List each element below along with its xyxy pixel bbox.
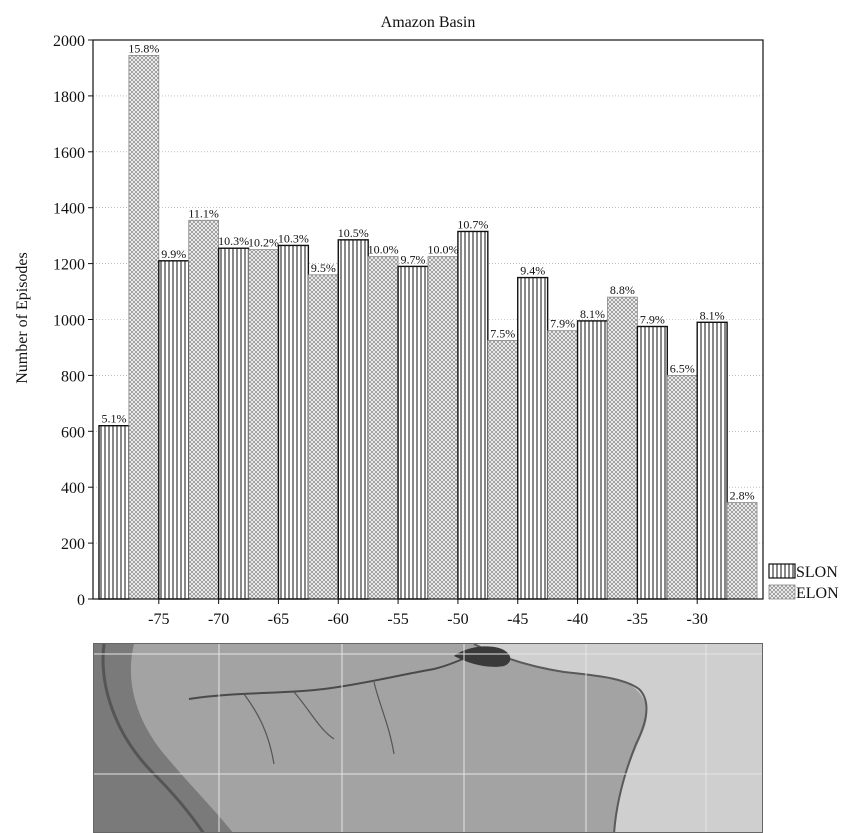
x-tick-label: -50 — [447, 611, 468, 628]
relief-map-image — [94, 644, 762, 832]
bar-elon — [666, 374, 698, 600]
x-tick-label: -30 — [687, 611, 708, 628]
relief-map — [93, 643, 763, 833]
bar-slon — [98, 425, 130, 600]
y-tick-label: 400 — [61, 480, 85, 497]
data-label-slon: 8.1% — [580, 307, 605, 321]
bar-slon — [158, 260, 190, 600]
data-label-elon: 11.1% — [188, 206, 219, 220]
x-tick-label: -40 — [567, 611, 588, 628]
legend-label-slon: SLON — [796, 564, 838, 581]
legend-swatch-elon — [768, 584, 796, 600]
bars — [98, 54, 758, 600]
y-axis-ticks: 0 200 400 600 800 1000 1200 1400 1600 1800 2000 — [53, 33, 93, 609]
x-tick-label: -55 — [387, 611, 408, 628]
data-label-slon: 8.1% — [700, 308, 725, 322]
bar-elon — [487, 340, 519, 600]
y-tick-label: 1800 — [53, 89, 85, 106]
x-tick-label: -45 — [507, 611, 528, 628]
bar-elon — [307, 274, 339, 600]
x-tick-label: -35 — [627, 611, 648, 628]
bar-elon — [427, 256, 459, 600]
y-tick-label: 600 — [61, 424, 85, 441]
data-label-slon: 10.5% — [338, 226, 369, 240]
y-tick-label: 1600 — [53, 145, 85, 162]
data-label-elon: 9.5% — [311, 261, 336, 275]
x-tick-label: -75 — [148, 611, 169, 628]
data-label-elon: 2.8% — [730, 489, 755, 503]
bar-slon — [696, 321, 728, 600]
bar-slon — [337, 239, 369, 600]
data-label-elon: 8.8% — [610, 283, 635, 297]
bar-elon — [726, 502, 758, 600]
bar-labels: 5.1% 15.8% 9.9% 11.1% 10.3%10.2%10.3% 9.5% 10.… — [101, 41, 754, 502]
data-label-slon: 10.7% — [457, 217, 488, 231]
y-tick-label: 1200 — [53, 257, 85, 274]
data-label-slon: 9.9% — [161, 247, 186, 261]
data-label-slon: 9.7% — [401, 252, 426, 266]
x-axis-ticks: -75 -70 -65 -60 -55 -50 -45 -40 -35 -30 — [148, 599, 708, 628]
legend: SLON ELON — [768, 563, 839, 602]
y-tick-label: 1000 — [53, 313, 85, 330]
legend-label-elon: ELON — [796, 585, 839, 602]
bar-slon — [457, 230, 489, 600]
y-tick-label: 800 — [61, 368, 85, 385]
bar-elon — [188, 219, 220, 600]
data-label-slon: 10.3% — [278, 231, 309, 245]
data-label-elon: 10.0% — [368, 243, 399, 257]
bar-slon — [636, 325, 668, 600]
data-label-elon: 10.0% — [427, 243, 458, 257]
bar-slon — [217, 247, 250, 600]
bar-slon — [517, 276, 549, 600]
y-tick-label: 1400 — [53, 201, 85, 218]
bar-elon — [248, 249, 279, 600]
chart-title: Amazon Basin — [381, 14, 476, 31]
x-tick-label: -65 — [268, 611, 289, 628]
bar-slon — [576, 320, 609, 600]
data-label-slon: 5.1% — [101, 412, 126, 426]
y-tick-label: 2000 — [53, 33, 85, 50]
data-label-elon: 7.5% — [490, 326, 515, 340]
bar-slon — [397, 265, 429, 600]
x-tick-label: -60 — [328, 611, 349, 628]
chart: Amazon Basin Number of Episodes 5.1% 15.8… — [14, 14, 839, 628]
data-label-slon: 7.9% — [640, 312, 665, 326]
bar-slon — [277, 244, 310, 600]
y-tick-label: 0 — [77, 592, 85, 609]
data-label-elon: 10.2% — [248, 236, 279, 250]
bar-elon — [607, 296, 638, 600]
bar-elon — [128, 54, 160, 600]
y-tick-label: 200 — [61, 536, 85, 553]
plot-frame — [92, 39, 764, 600]
legend-swatch-slon — [768, 563, 796, 579]
data-label-slon: 10.3% — [218, 234, 249, 248]
x-tick-label: -70 — [208, 611, 229, 628]
data-label-slon: 9.4% — [520, 264, 545, 278]
y-axis-label: Number of Episodes — [14, 252, 31, 384]
bar-elon — [367, 256, 399, 600]
data-label-elon: 6.5% — [670, 361, 695, 375]
data-label-elon: 15.8% — [128, 41, 159, 55]
bar-elon — [547, 330, 578, 600]
data-label-elon: 7.9% — [550, 317, 575, 331]
